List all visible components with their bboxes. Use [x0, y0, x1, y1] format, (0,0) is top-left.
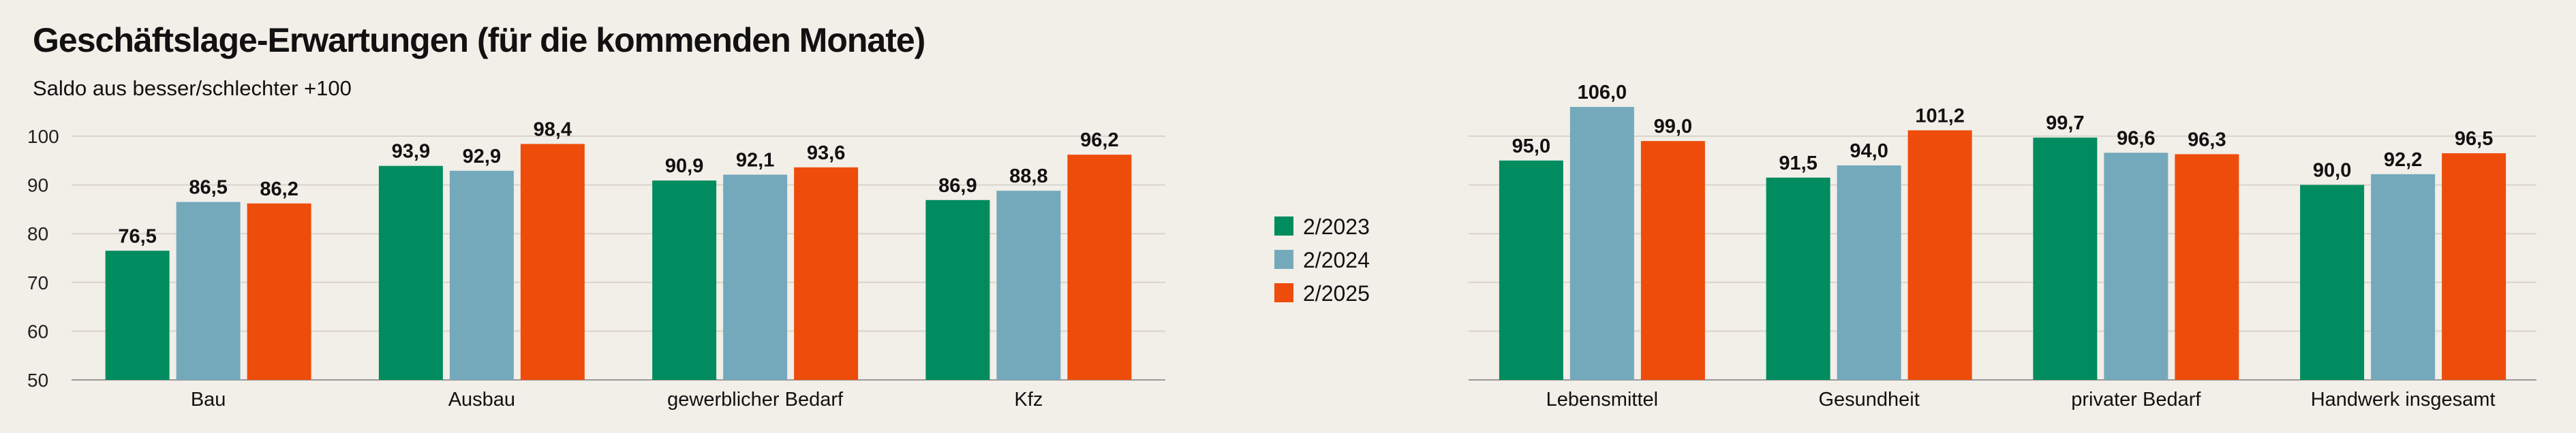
data-label: 92,1 — [736, 150, 774, 172]
category-label: Kfz — [1014, 389, 1043, 411]
data-label: 93,6 — [807, 142, 845, 164]
data-label: 92,2 — [2384, 149, 2422, 171]
bar — [2033, 138, 2098, 380]
bar — [1766, 177, 1830, 380]
data-label: 96,2 — [1080, 129, 1118, 151]
bar — [1837, 165, 1901, 380]
bar — [1569, 107, 1634, 381]
category-label: Gesundheit — [1818, 389, 1919, 411]
y-tick-label: 90 — [27, 175, 48, 196]
data-label: 86,5 — [189, 177, 227, 199]
bar — [723, 174, 788, 380]
category-label: Lebensmittel — [1546, 389, 1658, 411]
data-label: 95,0 — [1512, 135, 1550, 157]
y-tick-label: 50 — [27, 370, 48, 391]
category-label: Bau — [191, 389, 226, 411]
category-label: Ausbau — [448, 389, 515, 411]
data-label: 96,6 — [2117, 127, 2155, 149]
bar — [520, 144, 585, 380]
bar — [247, 203, 311, 380]
bar — [652, 180, 717, 380]
data-label: 98,4 — [534, 118, 572, 140]
data-label: 86,9 — [938, 175, 977, 197]
y-tick-label: 100 — [27, 126, 59, 147]
data-label: 90,9 — [665, 155, 703, 177]
bar — [996, 191, 1061, 380]
legend-label: 2/2024 — [1303, 248, 1370, 272]
chart-title: Geschäftslage-Erwartungen (für die komme… — [33, 21, 925, 59]
data-label: 92,9 — [463, 146, 501, 167]
data-label: 88,8 — [1009, 165, 1047, 187]
y-tick-label: 70 — [27, 272, 48, 293]
data-label: 93,9 — [392, 141, 430, 163]
data-label: 91,5 — [1779, 153, 1817, 174]
bar — [1907, 130, 1972, 380]
bar — [2442, 153, 2506, 380]
data-label: 76,5 — [118, 225, 156, 247]
bar — [794, 167, 859, 380]
y-tick-label: 60 — [27, 321, 48, 342]
y-tick-label: 80 — [27, 223, 48, 244]
bar — [105, 251, 170, 380]
category-label: privater Bedarf — [2071, 389, 2201, 411]
bar — [2371, 174, 2436, 380]
bar — [1499, 160, 1563, 381]
legend-swatch — [1274, 216, 1293, 236]
bar — [449, 170, 514, 380]
data-label: 96,5 — [2455, 128, 2493, 150]
legend-swatch — [1274, 250, 1293, 269]
legend-label: 2/2023 — [1303, 214, 1370, 239]
data-label: 86,2 — [260, 178, 298, 200]
data-label: 99,7 — [2046, 112, 2084, 134]
data-label: 94,0 — [1850, 140, 1888, 162]
category-label: Handwerk insgesamt — [2311, 389, 2496, 411]
data-label: 99,0 — [1654, 116, 1692, 138]
legend-swatch — [1274, 283, 1293, 302]
data-label: 101,2 — [1915, 105, 1965, 127]
legend-label: 2/2025 — [1303, 281, 1370, 306]
data-label: 90,0 — [2313, 160, 2351, 182]
bar — [1640, 141, 1705, 380]
chart-subtitle: Saldo aus besser/schlechter +100 — [33, 76, 352, 100]
bar — [2300, 185, 2365, 380]
category-label: gewerblicher Bedarf — [667, 389, 844, 411]
bar — [378, 165, 443, 380]
data-label: 106,0 — [1578, 82, 1627, 103]
bar — [2104, 153, 2168, 380]
data-label: 96,3 — [2188, 129, 2226, 150]
bar — [2175, 154, 2239, 380]
bar — [925, 199, 990, 380]
bar — [176, 202, 241, 380]
bar — [1067, 155, 1132, 380]
